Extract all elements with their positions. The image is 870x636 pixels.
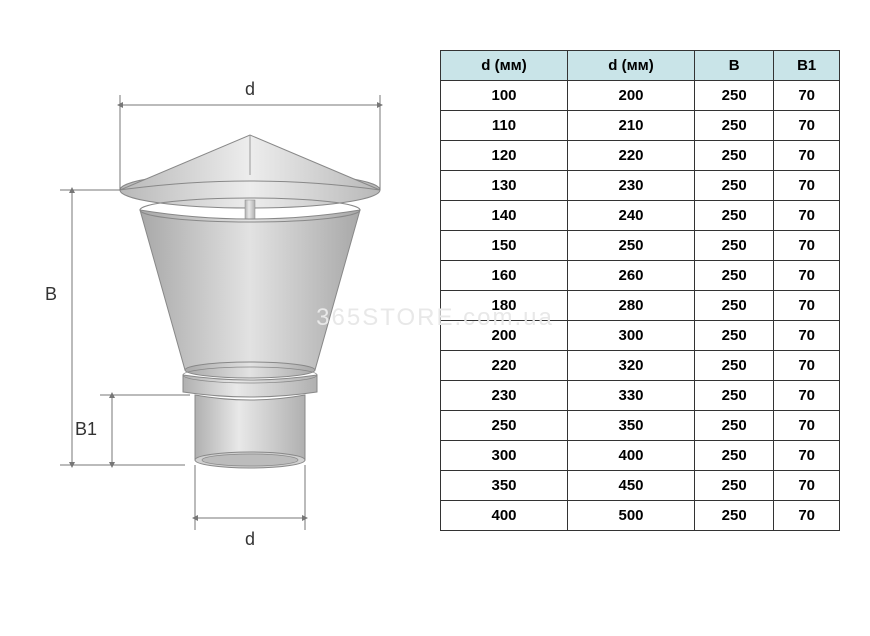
table-row: 18028025070 bbox=[441, 291, 840, 321]
table-cell: 450 bbox=[568, 471, 695, 501]
table-cell: 120 bbox=[441, 141, 568, 171]
table-cell: 70 bbox=[774, 471, 840, 501]
table-cell: 130 bbox=[441, 171, 568, 201]
table-cell: 70 bbox=[774, 141, 840, 171]
table-cell: 250 bbox=[695, 141, 774, 171]
table-cell: 100 bbox=[441, 81, 568, 111]
dimensions-table: d (мм) d (мм) B B1 100200250701102102507… bbox=[440, 50, 840, 531]
table-body: 1002002507011021025070120220250701302302… bbox=[441, 81, 840, 531]
table-cell: 70 bbox=[774, 261, 840, 291]
table-cell: 250 bbox=[695, 441, 774, 471]
table-cell: 350 bbox=[441, 471, 568, 501]
table-cell: 320 bbox=[568, 351, 695, 381]
table-cell: 240 bbox=[568, 201, 695, 231]
table-cell: 250 bbox=[441, 411, 568, 441]
table-cell: 70 bbox=[774, 81, 840, 111]
table-cell: 400 bbox=[441, 501, 568, 531]
table-cell: 210 bbox=[568, 111, 695, 141]
table-cell: 250 bbox=[695, 171, 774, 201]
table-cell: 250 bbox=[695, 411, 774, 441]
table-row: 22032025070 bbox=[441, 351, 840, 381]
table-cell: 70 bbox=[774, 351, 840, 381]
table-cell: 250 bbox=[695, 111, 774, 141]
table-section: d (мм) d (мм) B B1 100200250701102102507… bbox=[440, 40, 840, 531]
table-row: 23033025070 bbox=[441, 381, 840, 411]
table-cell: 180 bbox=[441, 291, 568, 321]
table-row: 16026025070 bbox=[441, 261, 840, 291]
dim-label-B: B bbox=[45, 284, 57, 304]
table-row: 35045025070 bbox=[441, 471, 840, 501]
table-row: 13023025070 bbox=[441, 171, 840, 201]
table-row: 25035025070 bbox=[441, 411, 840, 441]
dim-label-B1: B1 bbox=[75, 419, 97, 439]
table-cell: 220 bbox=[441, 351, 568, 381]
table-cell: 250 bbox=[695, 231, 774, 261]
table-cell: 230 bbox=[441, 381, 568, 411]
table-cell: 250 bbox=[695, 261, 774, 291]
table-cell: 250 bbox=[695, 381, 774, 411]
diagram-section: d B B1 d bbox=[20, 40, 400, 560]
col-header: d (мм) bbox=[441, 51, 568, 81]
table-row: 30040025070 bbox=[441, 441, 840, 471]
table-cell: 70 bbox=[774, 381, 840, 411]
table-cell: 400 bbox=[568, 441, 695, 471]
table-cell: 500 bbox=[568, 501, 695, 531]
table-cell: 300 bbox=[568, 321, 695, 351]
table-row: 40050025070 bbox=[441, 501, 840, 531]
table-cell: 330 bbox=[568, 381, 695, 411]
table-cell: 70 bbox=[774, 231, 840, 261]
table-cell: 350 bbox=[568, 411, 695, 441]
table-cell: 70 bbox=[774, 501, 840, 531]
table-row: 11021025070 bbox=[441, 111, 840, 141]
table-cell: 220 bbox=[568, 141, 695, 171]
table-cell: 230 bbox=[568, 171, 695, 201]
table-cell: 70 bbox=[774, 411, 840, 441]
table-row: 15025025070 bbox=[441, 231, 840, 261]
table-cell: 200 bbox=[568, 81, 695, 111]
col-header: B1 bbox=[774, 51, 840, 81]
table-cell: 250 bbox=[695, 201, 774, 231]
table-cell: 300 bbox=[441, 441, 568, 471]
table-row: 14024025070 bbox=[441, 201, 840, 231]
table-cell: 140 bbox=[441, 201, 568, 231]
table-cell: 110 bbox=[441, 111, 568, 141]
table-cell: 250 bbox=[695, 351, 774, 381]
table-cell: 70 bbox=[774, 171, 840, 201]
table-cell: 260 bbox=[568, 261, 695, 291]
col-header: B bbox=[695, 51, 774, 81]
table-cell: 70 bbox=[774, 291, 840, 321]
table-row: 10020025070 bbox=[441, 81, 840, 111]
table-cell: 250 bbox=[568, 231, 695, 261]
dim-label-top-d: d bbox=[245, 79, 255, 99]
col-header: d (мм) bbox=[568, 51, 695, 81]
dim-label-bottom-d: d bbox=[245, 529, 255, 549]
table-cell: 200 bbox=[441, 321, 568, 351]
table-cell: 160 bbox=[441, 261, 568, 291]
table-cell: 250 bbox=[695, 291, 774, 321]
table-cell: 70 bbox=[774, 441, 840, 471]
main-container: d B B1 d d (мм) d (мм) B B1 bbox=[0, 0, 870, 636]
table-row: 12022025070 bbox=[441, 141, 840, 171]
table-header-row: d (мм) d (мм) B B1 bbox=[441, 51, 840, 81]
technical-diagram: d B B1 d bbox=[20, 40, 400, 560]
table-cell: 250 bbox=[695, 471, 774, 501]
table-row: 20030025070 bbox=[441, 321, 840, 351]
table-cell: 70 bbox=[774, 201, 840, 231]
table-cell: 250 bbox=[695, 501, 774, 531]
table-cell: 280 bbox=[568, 291, 695, 321]
table-cell: 250 bbox=[695, 321, 774, 351]
table-cell: 150 bbox=[441, 231, 568, 261]
table-cell: 70 bbox=[774, 111, 840, 141]
table-cell: 250 bbox=[695, 81, 774, 111]
table-cell: 70 bbox=[774, 321, 840, 351]
